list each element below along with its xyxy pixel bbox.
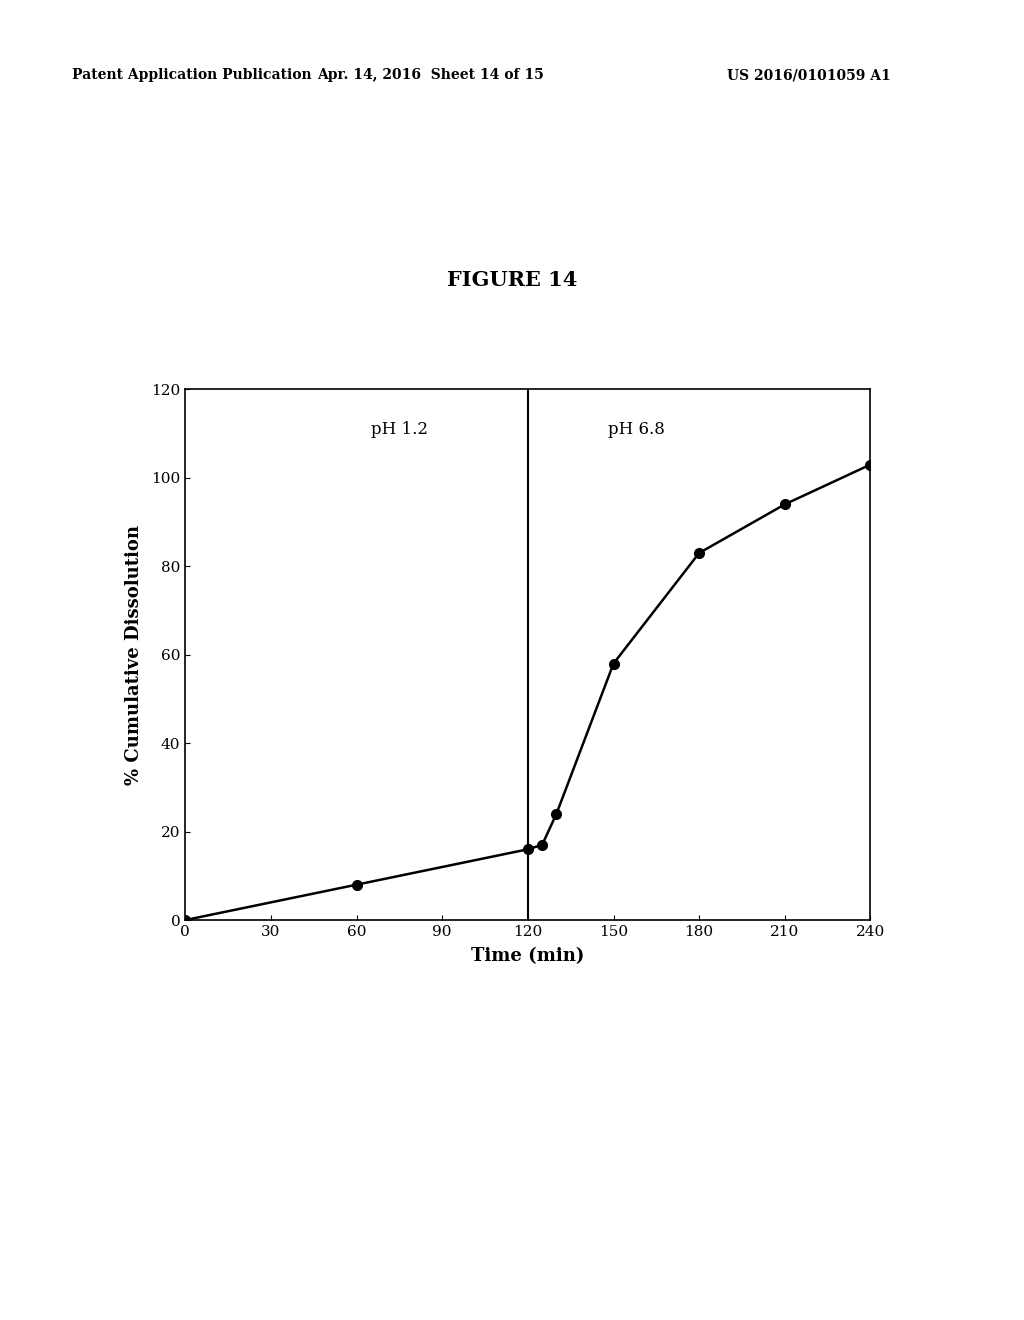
Text: pH 6.8: pH 6.8 [608,421,665,438]
Text: pH 1.2: pH 1.2 [371,421,428,438]
Text: FIGURE 14: FIGURE 14 [446,269,578,290]
Text: Apr. 14, 2016  Sheet 14 of 15: Apr. 14, 2016 Sheet 14 of 15 [316,69,544,82]
X-axis label: Time (min): Time (min) [471,948,585,965]
Text: US 2016/0101059 A1: US 2016/0101059 A1 [727,69,891,82]
Text: Patent Application Publication: Patent Application Publication [72,69,311,82]
Y-axis label: % Cumulative Dissolution: % Cumulative Dissolution [125,525,143,784]
